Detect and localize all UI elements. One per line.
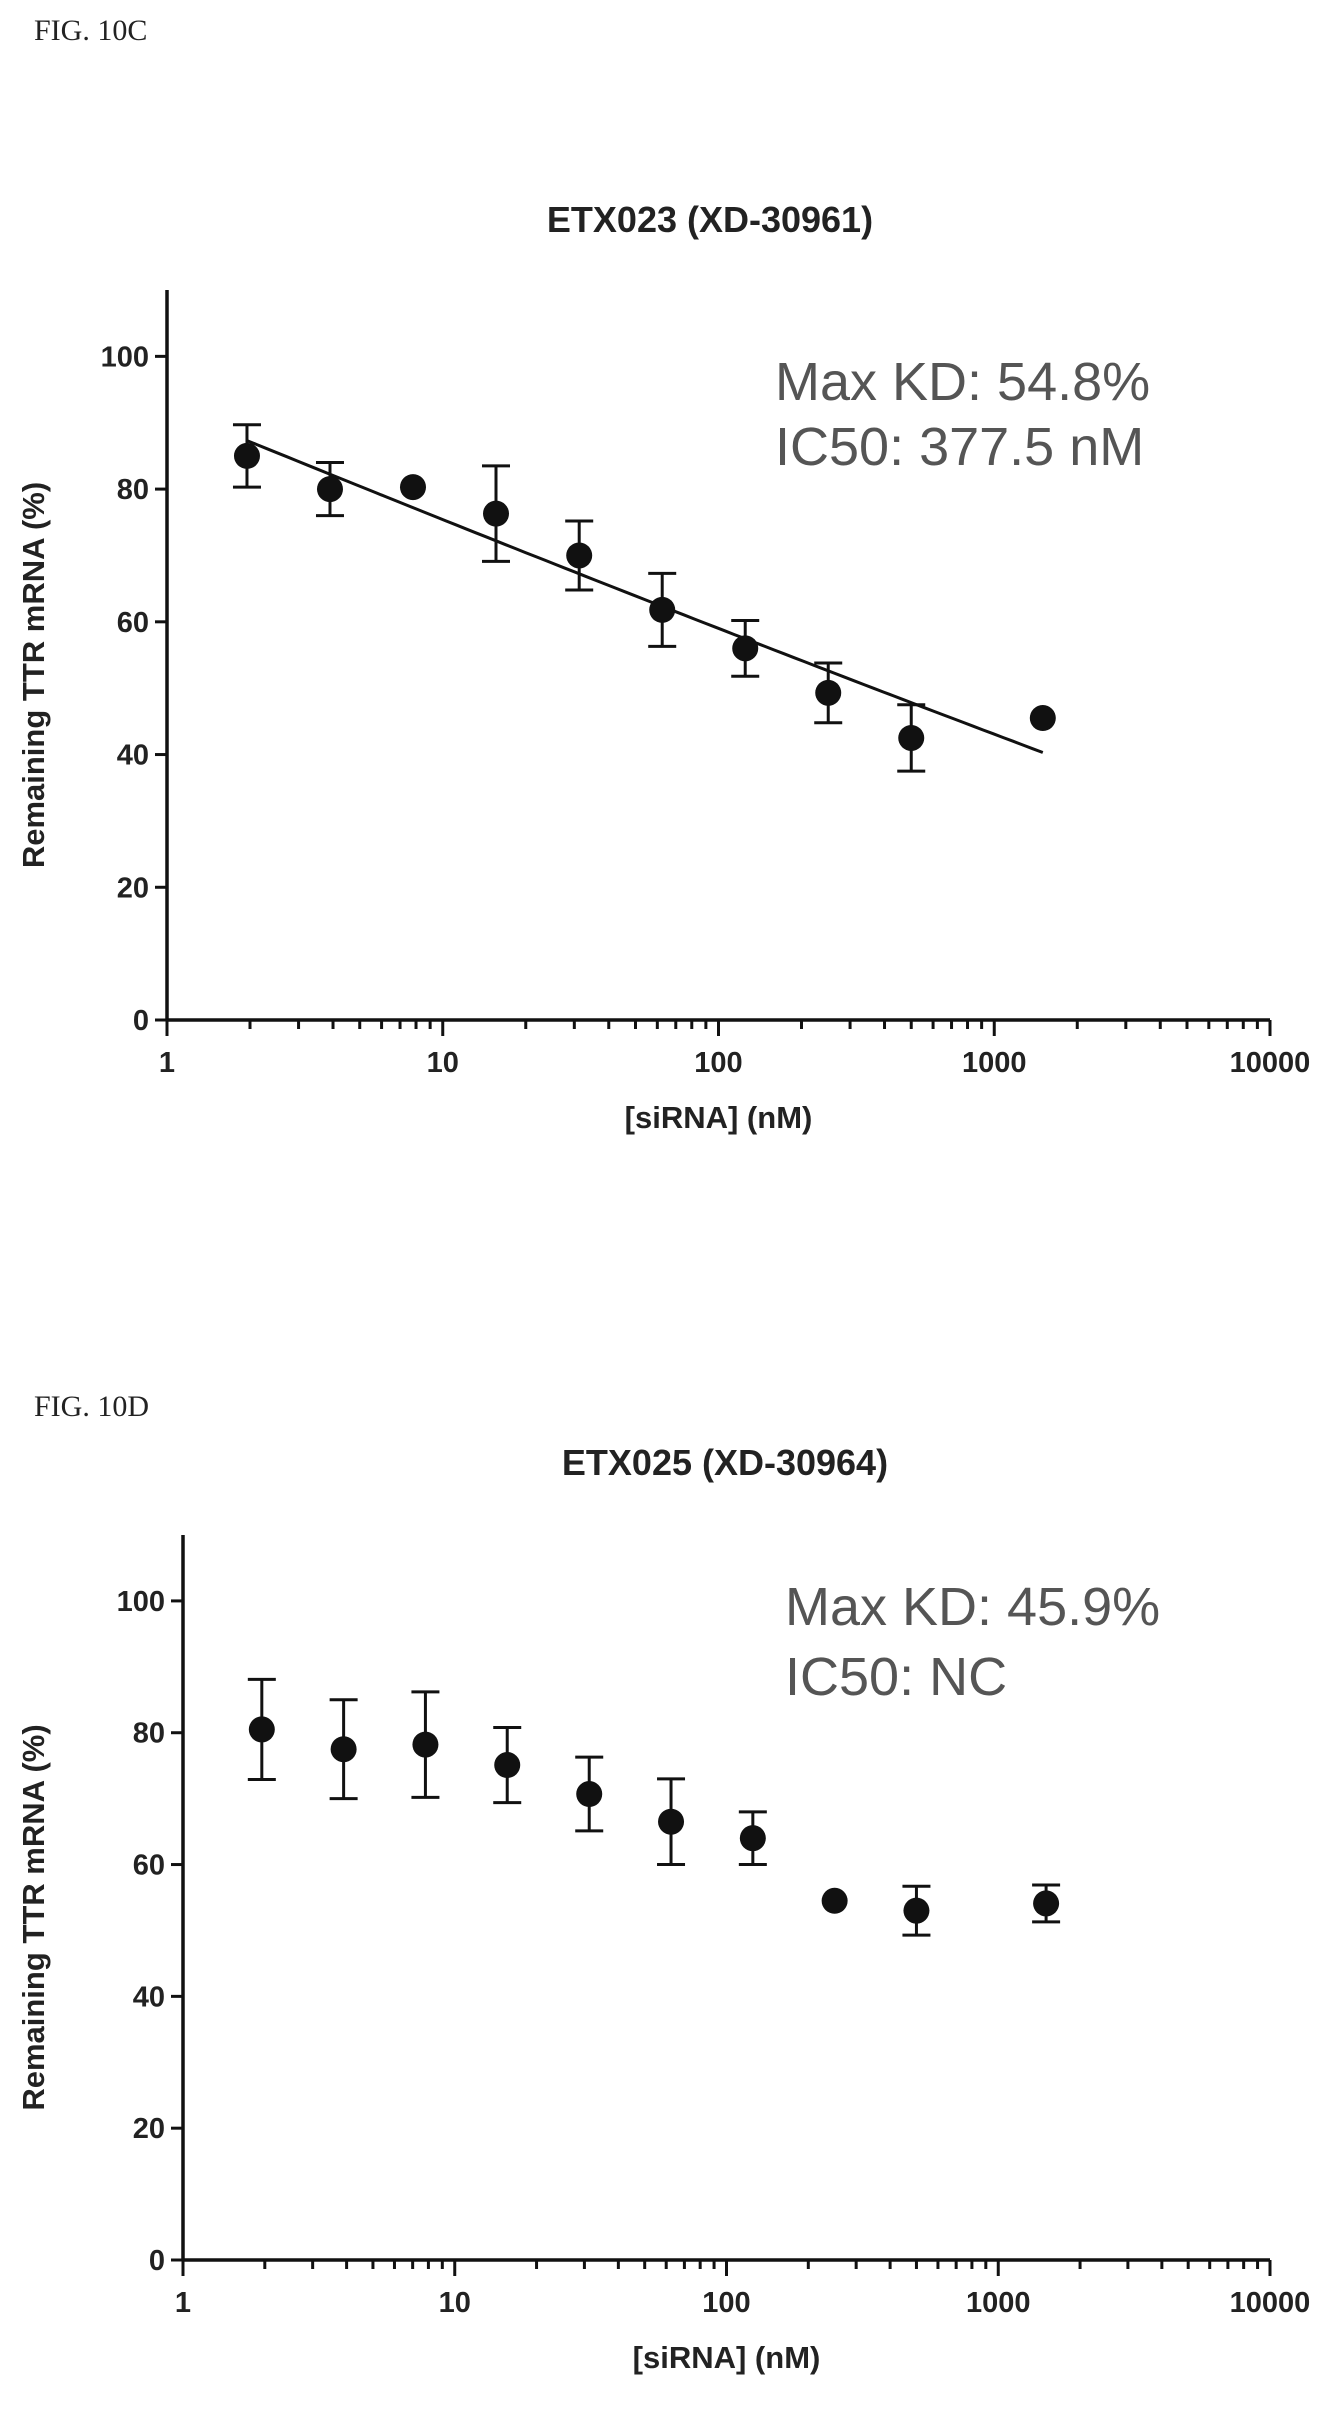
x-tick-label: 1000 — [966, 2287, 1031, 2319]
annotation-text: Max KD: 54.8% — [775, 352, 1150, 412]
y-tick-label: 60 — [133, 1850, 165, 1882]
y-tick-label: 80 — [133, 1718, 165, 1750]
data-point — [649, 596, 676, 623]
x-tick-label: 1000 — [962, 1047, 1027, 1079]
chart-etx023: ETX023 (XD-30961) 0 20 40 60 80 100 1 10 100 1000 1… — [16, 199, 1311, 1135]
fit-curve — [246, 439, 1044, 754]
data-point — [233, 442, 260, 469]
y-tick-label: 100 — [117, 1586, 165, 1618]
figure-label-10c: FIG. 10C — [34, 14, 148, 47]
x-tick-label: 1 — [159, 1047, 175, 1079]
x-tick-label: 100 — [694, 1047, 742, 1079]
x-axis-title: [siRNA] (nM) — [633, 2340, 821, 2375]
y-tick-label: 20 — [133, 2113, 165, 2145]
y-tick-label: 40 — [117, 740, 149, 772]
data-point — [903, 1897, 930, 1924]
y-tick-label: 0 — [149, 2245, 165, 2277]
data-point — [815, 679, 842, 706]
data-point — [898, 724, 925, 751]
data-point — [483, 500, 510, 527]
data-point — [1029, 705, 1056, 732]
x-tick-label: 10000 — [1230, 2287, 1311, 2319]
x-tick-label: 10 — [439, 2287, 471, 2319]
data-point — [739, 1825, 766, 1852]
data-point — [399, 474, 426, 501]
data-point — [412, 1731, 439, 1758]
y-tick-label: 0 — [133, 1005, 149, 1037]
x-tick-label: 100 — [702, 2287, 750, 2319]
x-tick-label: 10 — [427, 1047, 459, 1079]
data-point — [576, 1781, 603, 1808]
annotation-text: IC50: NC — [785, 1647, 1007, 1707]
y-tick-label: 20 — [117, 872, 149, 904]
y-tick-label: 40 — [133, 1981, 165, 2013]
data-point — [316, 476, 343, 503]
y-axis-title: Remaining TTR mRNA (%) — [16, 1724, 51, 2110]
figure-label-10d: FIG. 10D — [34, 1390, 150, 1423]
chart-title: ETX025 (XD-30964) — [562, 1442, 888, 1483]
data-point — [658, 1808, 685, 1835]
y-tick-label: 80 — [117, 474, 149, 506]
chart-etx025: ETX025 (XD-30964) 0 20 40 60 80 100 1 10 100 1000 1… — [16, 1442, 1311, 2375]
x-axis-title: [siRNA] (nM) — [625, 1100, 813, 1135]
data-point — [821, 1887, 848, 1914]
data-point — [494, 1752, 521, 1779]
data-point — [248, 1716, 275, 1743]
data-point — [566, 542, 593, 569]
y-tick-label: 100 — [101, 341, 149, 373]
data-point — [1033, 1890, 1060, 1917]
annotation-text: IC50: 377.5 nM — [775, 417, 1144, 477]
x-tick-label: 10000 — [1230, 1047, 1311, 1079]
chart-title: ETX023 (XD-30961) — [547, 199, 873, 240]
data-point — [732, 635, 759, 662]
annotation-text: Max KD: 45.9% — [785, 1577, 1160, 1637]
x-tick-label: 1 — [175, 2287, 191, 2319]
data-point — [330, 1736, 357, 1763]
y-axis-title: Remaining TTR mRNA (%) — [16, 482, 51, 868]
y-tick-label: 60 — [117, 607, 149, 639]
